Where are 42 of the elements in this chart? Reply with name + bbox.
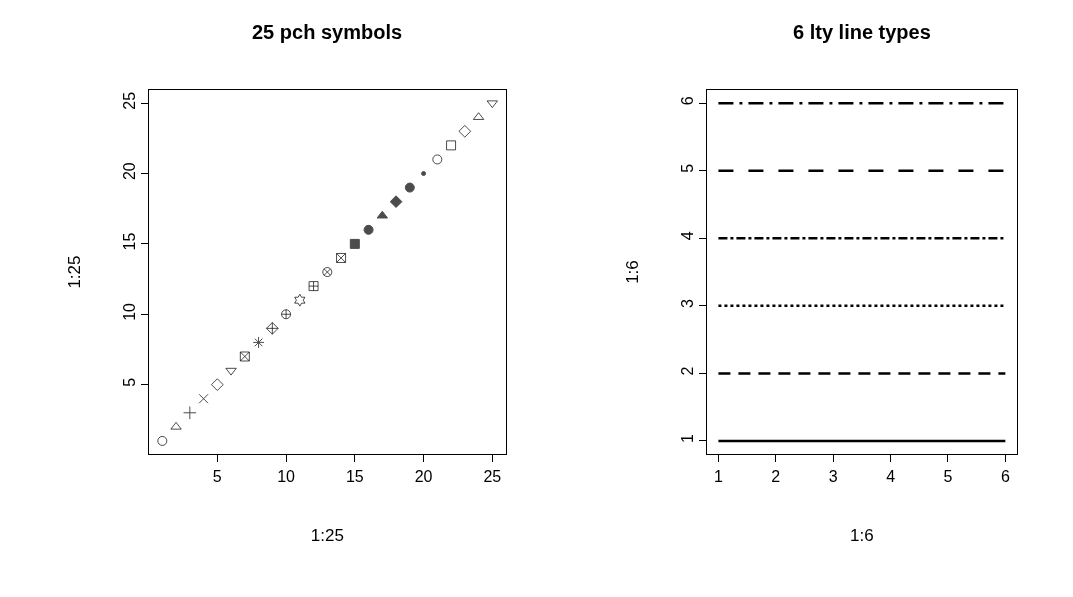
y-tick-label: 20 xyxy=(120,162,138,181)
point xyxy=(170,421,182,430)
y-tick-label: 5 xyxy=(120,377,138,387)
y-axis-title: 1:6 xyxy=(623,260,643,284)
x-axis-title: 1:25 xyxy=(310,526,344,546)
chart-title: 6 lty line types xyxy=(793,21,931,43)
y-tick-label: 2 xyxy=(678,366,696,376)
point xyxy=(336,252,347,263)
point xyxy=(308,281,319,292)
point xyxy=(349,238,360,249)
point xyxy=(432,154,443,165)
y-tick-label: 4 xyxy=(678,231,696,241)
chart-title: 25 pch symbols xyxy=(252,21,403,43)
x-tick-label: 4 xyxy=(886,467,896,485)
point xyxy=(239,351,250,362)
x-tick-label: 10 xyxy=(277,467,296,485)
y-tick-label: 1 xyxy=(678,434,696,443)
x-tick-label: 15 xyxy=(345,467,364,485)
point xyxy=(404,182,415,193)
x-axis-title: 1:6 xyxy=(850,526,874,546)
x-tick-label: 25 xyxy=(483,467,502,485)
y-tick-label: 10 xyxy=(120,302,138,321)
y-tick-label: 25 xyxy=(120,91,138,110)
point xyxy=(322,267,333,277)
x-tick-label: 3 xyxy=(828,467,838,485)
x-tick-label: 1 xyxy=(713,467,723,485)
point xyxy=(446,140,457,151)
point xyxy=(363,224,374,235)
point xyxy=(281,309,292,320)
x-tick-label: 20 xyxy=(414,467,433,485)
x-tick-label: 2 xyxy=(771,467,781,485)
x-tick-label: 5 xyxy=(212,467,222,485)
y-tick-label: 6 xyxy=(678,96,696,106)
x-tick-label: 5 xyxy=(943,467,953,485)
y-tick-label: 5 xyxy=(678,163,696,173)
point xyxy=(225,367,237,376)
y-tick-label: 3 xyxy=(678,298,696,308)
y-axis-title: 1:25 xyxy=(65,255,85,289)
y-tick-label: 15 xyxy=(120,232,138,251)
x-tick-label: 6 xyxy=(1000,467,1010,485)
point xyxy=(252,336,265,349)
point xyxy=(294,293,306,307)
